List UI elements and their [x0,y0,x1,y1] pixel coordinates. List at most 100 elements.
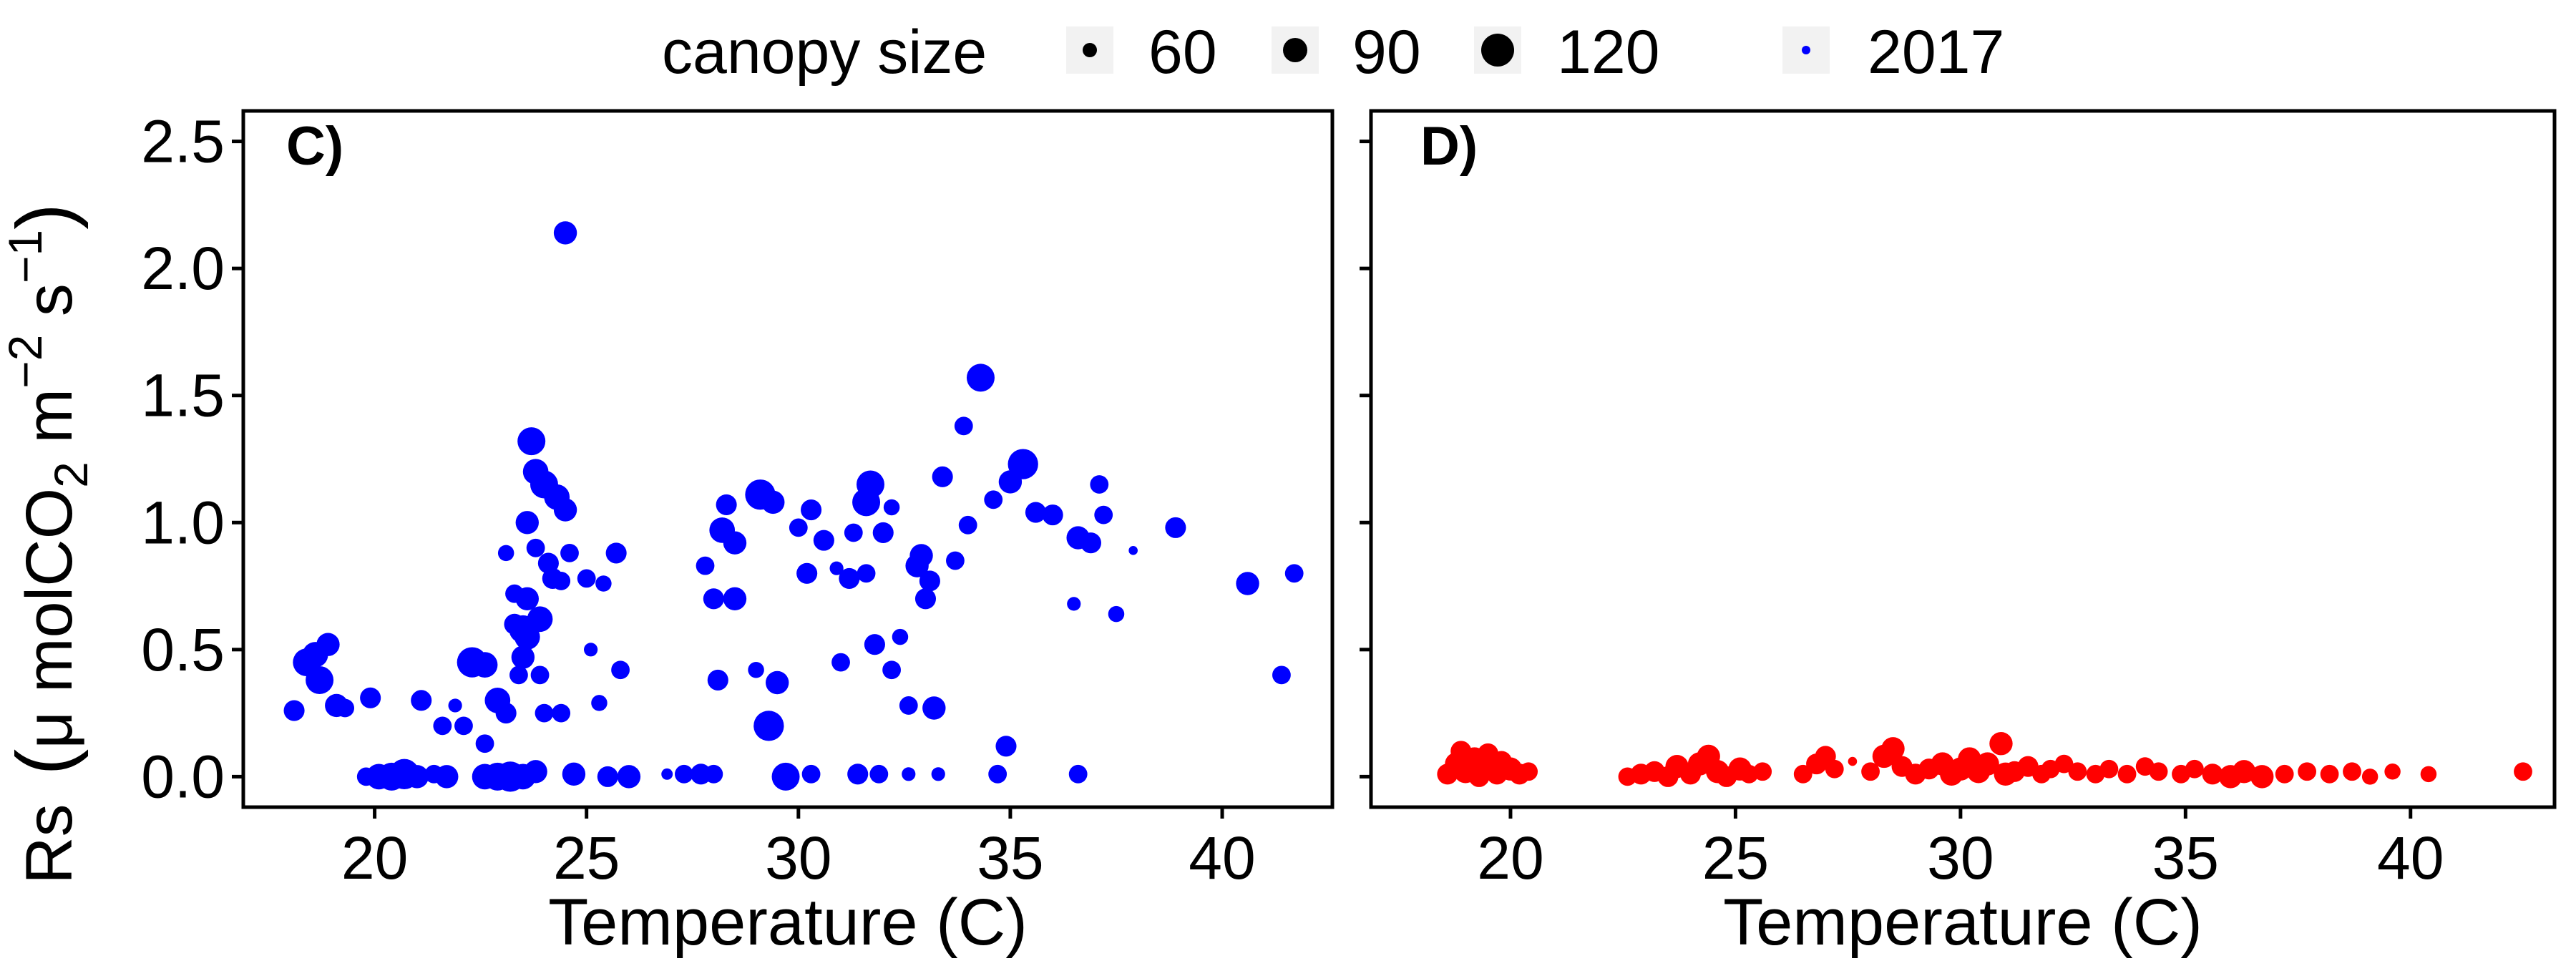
legend-dot-2017 [1802,46,1810,54]
panel-c-x-tick-label: 40 [1189,824,1255,892]
panel-d-data-point [2384,763,2401,780]
panel-d-y-ticks [1360,140,1371,779]
panel-c-data-point [753,711,784,741]
panel-d-x-tick-label: 30 [1927,824,1994,892]
panel-c-data-point [847,763,869,785]
panel-c-y-tick-label: 0.0 [141,743,225,810]
panel-c-data-point [844,523,863,542]
panel-c-data-point [1165,517,1186,538]
panel-c-data-point [514,624,540,650]
panel-c-data-point [1094,505,1113,525]
panel-d-points [1437,732,2532,789]
panel-c-data-point [675,764,693,784]
panel-d-x-ticks: 20 25 30 35 40 [1477,807,2444,892]
panel-c-data-point [869,764,889,784]
panel-c-data-point [448,698,462,713]
panel-c-data-point [864,634,885,655]
panel-c-y-tick-label: 0.5 [141,616,225,683]
panel-c-data-point [748,661,764,678]
panel-c: 0.0 0.5 1.0 1.5 2.0 2.5 20 25 30 35 40 C) Tempera… [141,108,1335,959]
panel-d-data-point [1825,759,1844,779]
panel-c-data-point [909,544,933,567]
panel-c-data-point [405,765,429,789]
panel-c-data-point [703,588,724,610]
panel-c-data-point [527,606,553,633]
panel-c-data-point [1025,502,1046,523]
panel-d-data-point [1519,762,1538,781]
panel-c-x-tick-label: 35 [977,824,1043,892]
panel-c-data-point [591,695,608,711]
panel-c-data-point [704,764,723,784]
panel-d-x-tick-label: 20 [1477,824,1543,892]
panel-d-x-tick-label: 40 [2377,824,2444,892]
panel-c-y-tick-label: 2.5 [141,108,225,175]
panel-c-data-point [966,364,995,392]
panel-c-data-point [617,765,641,789]
panel-c-data-point [1128,546,1138,555]
panel-c-data-point [515,511,539,535]
panel-c-data-point [914,588,937,610]
panel-d-data-point [2361,769,2379,785]
panel-c-data-point [872,522,894,544]
panel-c-data-point [515,587,539,611]
panel-d-data-point [2232,760,2256,784]
panel-c-data-point [336,698,355,718]
panel-c-data-point [761,490,785,514]
panel-c-points [283,221,1304,792]
panel-d-data-point [2149,762,2168,781]
panel-c-data-point [497,545,514,562]
panel-c-x-tick-label: 20 [341,824,408,892]
panel-c-data-point [661,768,673,780]
panel-c-data-point [475,734,494,753]
panel-d-frame [1369,109,2557,809]
panel-c-data-point [306,665,334,694]
panel-d-data-point [1848,756,1858,766]
panel-c-data-point [707,669,728,691]
panel-c-data-point [1068,764,1088,784]
legend-dot-120 [1481,34,1514,67]
panel-c-data-point [509,665,528,685]
panel-c-y-tick-label: 1.0 [141,489,225,556]
panel-c-data-point [765,670,789,695]
panel-c-data-point [801,764,821,784]
panel-c-data-point [1272,665,1291,685]
panel-c-data-point [411,690,432,711]
panel-c-data-point [958,515,977,535]
panel-d-data-point [2117,764,2137,784]
panel-d-data-point [2185,759,2204,779]
panel-c-data-point [1108,605,1125,623]
panel-c-data-point [984,490,1003,509]
panel-c-data-point [988,764,1008,784]
panel-c-data-point [831,653,850,672]
panel-c-data-point [796,562,818,584]
panel-c-data-point [1067,597,1081,611]
panel-c-data-point [560,543,579,562]
panel-c-data-point [552,703,571,723]
panel-c-data-point [723,531,747,555]
panel-d-x-axis-title: Temperature (C) [1723,886,2202,959]
panel-d-data-point [2054,754,2074,774]
panel-c-data-point [433,716,452,736]
legend-label-2017: 2017 [1868,18,2004,87]
panel-c-data-point [789,518,808,537]
panel-d-data-point [2514,762,2532,781]
panel-c-data-point [526,538,545,557]
panel-c-data-point [1236,572,1259,595]
panel-c-data-point [839,567,860,589]
panel-d-x-tick-label: 35 [2152,824,2219,892]
panel-c-y-tick-label: 2.0 [141,235,225,302]
panel-c-data-point [524,760,547,784]
panel-d-data-point [2343,762,2361,781]
panel-c-data-point [716,494,737,515]
panel-c-data-point [919,570,940,592]
legend-label-90: 90 [1352,18,1421,87]
panel-c-data-point [360,687,381,708]
panel-c-data-point [553,221,577,245]
panel-c-data-point [696,556,715,575]
panel-c-data-point [552,572,571,590]
panel-c-data-point [922,696,946,720]
panel-c-data-point [1008,449,1038,479]
panel-c-data-point [584,643,598,657]
panel-c-x-ticks: 20 25 30 35 40 [341,807,1256,892]
